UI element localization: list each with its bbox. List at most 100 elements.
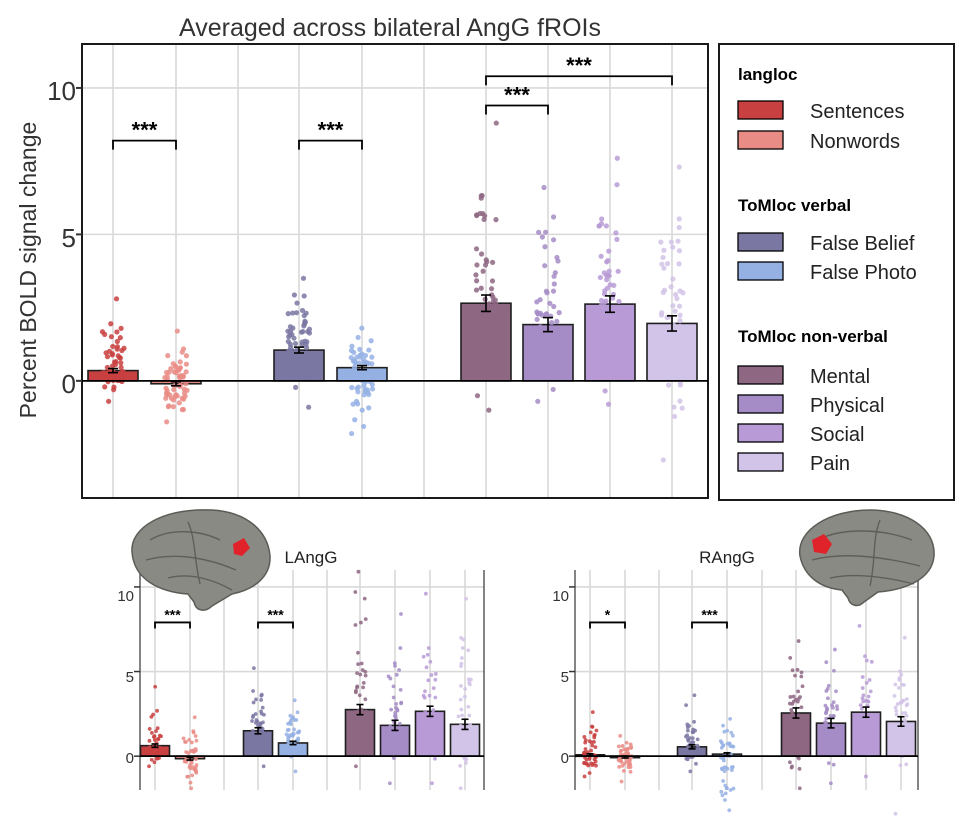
left-point-nonwords bbox=[188, 766, 193, 771]
left-point-sentences bbox=[147, 738, 152, 743]
main-point-mental bbox=[480, 268, 486, 274]
right-point-mental bbox=[796, 750, 801, 755]
right-point-nonwords bbox=[617, 764, 622, 769]
left-point-false-belief bbox=[252, 666, 256, 671]
right-point-sentences bbox=[583, 738, 588, 743]
right-point-mental bbox=[795, 667, 800, 672]
main-point-nonwords bbox=[178, 374, 184, 380]
left-point-nonwords bbox=[188, 780, 193, 785]
main-point-nonwords bbox=[165, 353, 171, 359]
right-point-physical bbox=[829, 751, 834, 756]
left-point-false-photo bbox=[297, 729, 302, 734]
main-point-false-belief bbox=[290, 361, 297, 368]
main-point-false-belief bbox=[303, 359, 309, 365]
legend-title-langloc: langloc bbox=[738, 65, 798, 84]
right-point-mental bbox=[789, 727, 794, 731]
right-point-physical bbox=[830, 705, 835, 710]
main-point-physical bbox=[551, 273, 557, 279]
left-point-mental bbox=[356, 717, 361, 721]
main-point-false-belief bbox=[302, 318, 308, 324]
right-point-mental bbox=[792, 722, 797, 727]
right-point-mental bbox=[798, 695, 802, 699]
right-point-mental bbox=[793, 673, 797, 678]
left-point-mental bbox=[356, 569, 361, 574]
main-point-false-photo bbox=[348, 347, 355, 354]
right-point-mental bbox=[790, 668, 795, 673]
right-point-sentences bbox=[594, 728, 599, 733]
left-point-pain bbox=[459, 744, 464, 749]
left-point-pain bbox=[462, 756, 467, 761]
main-point-sentences bbox=[110, 343, 116, 350]
main-point-nonwords bbox=[183, 369, 189, 375]
left-point-pain bbox=[467, 713, 472, 718]
main-point-physical bbox=[542, 326, 548, 332]
main-point-mental bbox=[479, 324, 485, 331]
right-point-physical bbox=[823, 726, 827, 731]
left-point-mental bbox=[357, 734, 362, 739]
main-point-sentences bbox=[114, 338, 120, 345]
main-point-physical bbox=[540, 351, 546, 358]
main-point-mental bbox=[478, 193, 484, 199]
main-point-false-photo bbox=[359, 407, 365, 413]
left-point-false-photo bbox=[285, 728, 290, 733]
main-point-physical bbox=[544, 356, 550, 362]
right-point-physical bbox=[823, 743, 827, 747]
right-point-pain bbox=[893, 705, 898, 710]
left-point-social bbox=[423, 743, 428, 748]
main-point-false-photo bbox=[361, 423, 367, 430]
main-point-sentences bbox=[106, 398, 112, 404]
left-point-sentences bbox=[151, 712, 156, 717]
left-point-mental bbox=[359, 661, 364, 666]
right-chart-title: RAngG bbox=[699, 548, 755, 567]
main-point-pain bbox=[676, 303, 683, 309]
main-point-mental bbox=[479, 353, 485, 360]
left-point-physical bbox=[394, 737, 399, 742]
main-point-sentences bbox=[102, 384, 108, 390]
main-point-sentences bbox=[118, 325, 124, 331]
main-point-mental bbox=[477, 319, 483, 325]
right-point-social bbox=[860, 675, 865, 679]
left-point-mental bbox=[364, 709, 368, 714]
left-point-false-belief bbox=[256, 747, 261, 752]
main-y-axis-label: Percent BOLD signal change bbox=[15, 122, 41, 419]
main-point-nonwords bbox=[164, 419, 170, 425]
left-point-false-belief bbox=[259, 698, 264, 702]
main-point-false-photo bbox=[352, 417, 358, 423]
left-point-social bbox=[424, 665, 429, 670]
left-point-sentences bbox=[153, 684, 158, 689]
left-point-nonwords bbox=[191, 750, 196, 754]
right-y-tick-5: 5 bbox=[561, 669, 569, 686]
right-point-false-photo bbox=[729, 768, 734, 772]
right-plot-area: * *** bbox=[569, 570, 919, 816]
main-point-false-photo bbox=[348, 375, 354, 381]
left-point-false-photo bbox=[296, 736, 301, 741]
right-point-pain bbox=[904, 729, 909, 734]
right-point-pain bbox=[893, 811, 898, 816]
left-y-tick-10: 10 bbox=[117, 588, 134, 605]
left-point-physical bbox=[394, 672, 399, 677]
left-point-nonwords bbox=[184, 750, 189, 754]
right-point-nonwords bbox=[619, 748, 623, 753]
left-point-sentences bbox=[154, 729, 158, 733]
legend-label-physical: Physical bbox=[810, 395, 884, 417]
right-point-nonwords bbox=[628, 769, 633, 774]
left-point-mental bbox=[363, 697, 368, 702]
right-point-social bbox=[858, 725, 863, 730]
main-point-social bbox=[617, 320, 624, 326]
main-point-pain bbox=[676, 248, 683, 254]
main-point-nonwords bbox=[183, 381, 189, 387]
left-point-sentences bbox=[156, 737, 161, 742]
left-point-social bbox=[423, 716, 428, 721]
right-point-false-photo bbox=[723, 791, 728, 796]
right-point-false-photo bbox=[724, 786, 729, 791]
left-point-mental bbox=[362, 596, 367, 601]
main-point-false-photo bbox=[349, 430, 355, 437]
legend-swatch-nonwords bbox=[737, 130, 784, 150]
main-point-nonwords bbox=[170, 404, 176, 410]
main-point-false-belief bbox=[291, 292, 298, 298]
left-point-physical bbox=[396, 746, 400, 751]
right-point-social bbox=[864, 658, 869, 663]
main-point-social bbox=[606, 248, 612, 254]
left-point-sentences bbox=[157, 751, 162, 756]
left-point-social bbox=[433, 742, 437, 747]
